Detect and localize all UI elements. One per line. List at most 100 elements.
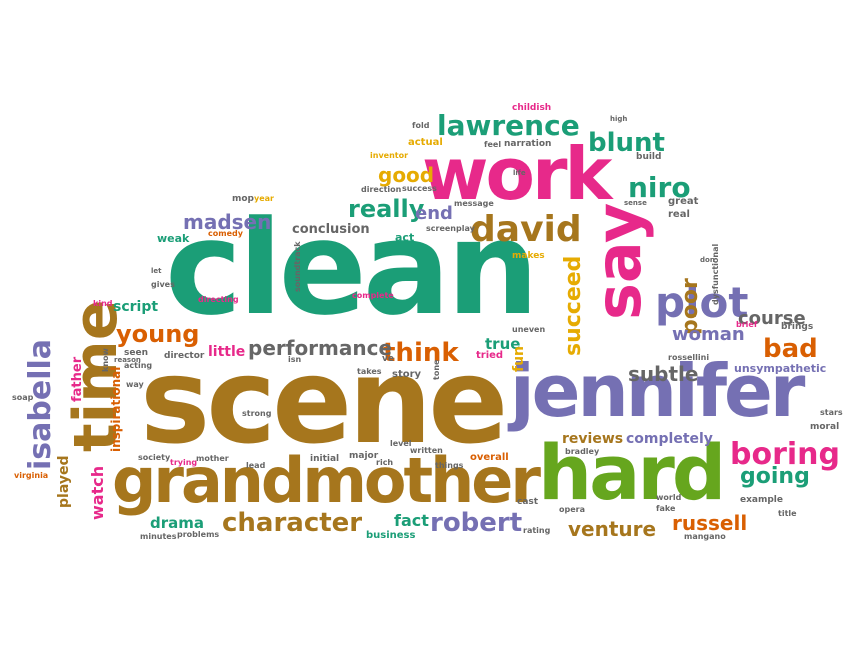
word-minutes: minutes bbox=[140, 532, 177, 541]
word-business: business bbox=[366, 530, 416, 541]
word-high: high bbox=[610, 115, 628, 123]
word-opera: opera bbox=[559, 505, 585, 514]
word-directing: directing bbox=[198, 295, 239, 304]
word-acting: acting bbox=[124, 361, 153, 370]
word-society: society bbox=[138, 453, 171, 462]
word-fun: fun bbox=[511, 345, 527, 372]
word-isn: isn bbox=[288, 355, 302, 364]
word-success: success bbox=[402, 184, 437, 193]
word-madsen: madsen bbox=[183, 210, 272, 234]
word-woman: woman bbox=[672, 324, 745, 345]
word-takes: takes bbox=[357, 367, 382, 376]
word-niro: niro bbox=[628, 171, 691, 204]
word-way: way bbox=[126, 380, 144, 389]
word-work: work bbox=[422, 132, 612, 216]
word-weak: weak bbox=[157, 232, 190, 245]
word-written: written bbox=[410, 446, 443, 455]
word-let: let bbox=[151, 267, 162, 275]
word-story: story bbox=[392, 369, 422, 380]
word-venture: venture bbox=[568, 517, 657, 541]
word-world: world bbox=[656, 493, 682, 502]
word-inventor: inventor bbox=[370, 151, 409, 160]
word-reason: reason bbox=[114, 356, 141, 364]
word-cast: cast bbox=[517, 497, 539, 507]
word-really: really bbox=[348, 195, 425, 223]
word-think: think bbox=[383, 338, 459, 368]
word-feel: feel bbox=[484, 140, 502, 149]
word-makes: makes bbox=[512, 251, 545, 261]
word-tone: tone bbox=[432, 359, 441, 380]
word-uneven: uneven bbox=[512, 325, 546, 334]
word-plot: plot bbox=[655, 278, 749, 327]
word-performance: performance bbox=[248, 336, 393, 360]
word-reviews: reviews bbox=[562, 431, 624, 447]
word-rich: rich bbox=[376, 458, 394, 467]
word-mangano: mangano bbox=[684, 532, 726, 541]
word-great: great bbox=[668, 196, 699, 207]
word-going: going bbox=[740, 464, 810, 489]
word-played: played bbox=[56, 455, 72, 508]
word-childish: childish bbox=[512, 103, 552, 113]
word-actual: actual bbox=[408, 137, 443, 148]
word-robert: robert bbox=[430, 508, 523, 538]
word-things: things bbox=[435, 461, 464, 470]
word-major: major bbox=[349, 451, 379, 461]
word-lawrence: lawrence bbox=[437, 109, 580, 142]
word-direction: direction bbox=[361, 185, 402, 194]
word-scene: scene bbox=[140, 332, 508, 470]
word-course: course bbox=[738, 308, 806, 329]
word-moral: moral bbox=[810, 422, 840, 432]
word-don: don bbox=[700, 256, 715, 264]
word-rossellini: rossellini bbox=[668, 353, 710, 362]
word-level: level bbox=[390, 439, 412, 448]
word-lead: lead bbox=[246, 461, 266, 470]
word-brief: brief bbox=[736, 320, 758, 329]
word-character: character bbox=[222, 508, 363, 538]
word-seen: seen bbox=[124, 348, 148, 358]
word-succeed: succeed bbox=[561, 255, 586, 356]
word-completely: completely bbox=[626, 431, 713, 447]
word-kind: kind bbox=[93, 299, 113, 308]
word-bradley: bradley bbox=[565, 447, 600, 456]
word-fake: fake bbox=[656, 504, 676, 513]
word-true: true bbox=[485, 335, 521, 353]
word-year: year bbox=[254, 194, 274, 203]
word-build: build bbox=[636, 152, 662, 162]
word-soundtrack: soundtrack bbox=[293, 241, 302, 292]
word-real: real bbox=[668, 209, 690, 220]
word-jennifer: jennifer bbox=[510, 349, 805, 433]
word-mother: mother bbox=[196, 454, 229, 463]
word-subtle: subtle bbox=[628, 362, 699, 386]
word-script: script bbox=[113, 299, 159, 315]
word-stars: stars bbox=[820, 408, 843, 417]
word-good: good bbox=[378, 163, 435, 187]
word-say: say bbox=[582, 202, 655, 320]
word-initial: initial bbox=[310, 454, 340, 464]
word-screenplay: screenplay bbox=[426, 224, 475, 233]
word-bad: bad bbox=[763, 334, 818, 364]
word-father: father bbox=[70, 356, 85, 402]
word-narration: narration bbox=[504, 139, 552, 149]
word-complete: complete bbox=[352, 291, 394, 300]
word-message: message bbox=[454, 199, 494, 208]
word-russell: russell bbox=[672, 511, 748, 535]
word-trying: trying bbox=[170, 458, 198, 467]
word-end: end bbox=[415, 203, 453, 224]
word-fold: fold bbox=[412, 121, 430, 130]
word-grandmother: grandmother bbox=[112, 444, 541, 517]
word-inspirational: inspirational bbox=[109, 366, 123, 452]
word-strong: strong bbox=[242, 409, 272, 418]
word-comedy: comedy bbox=[208, 229, 243, 238]
word-life: life bbox=[513, 169, 526, 177]
word-boring: boring bbox=[730, 437, 840, 472]
word-title: title bbox=[778, 509, 797, 518]
word-dysfunctional: dysfunctional bbox=[711, 243, 720, 305]
word-director: director bbox=[164, 351, 205, 361]
word-david: david bbox=[470, 209, 582, 250]
word-clean: clean bbox=[165, 192, 539, 344]
word-tried: tried bbox=[476, 350, 504, 361]
word-hard: hard bbox=[538, 428, 726, 517]
word-drama: drama bbox=[150, 514, 205, 532]
word-conclusion: conclusion bbox=[292, 222, 370, 237]
